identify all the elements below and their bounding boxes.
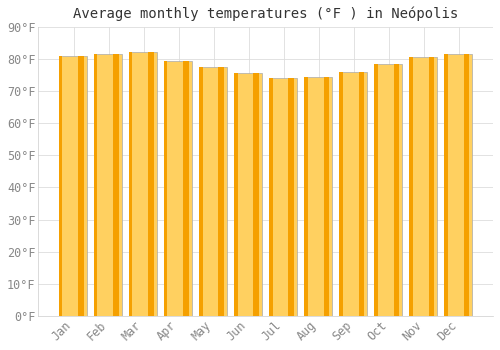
Bar: [148, 52, 154, 316]
Bar: [184, 61, 189, 316]
Bar: [306, 77, 332, 316]
Bar: [304, 77, 308, 316]
Bar: [358, 72, 364, 316]
Bar: [96, 54, 122, 316]
Bar: [374, 64, 378, 316]
Bar: [288, 78, 294, 316]
Bar: [464, 54, 469, 316]
Bar: [411, 57, 438, 316]
Bar: [394, 64, 400, 316]
Bar: [60, 56, 87, 316]
Title: Average monthly temperatures (°F ) in Neópolis: Average monthly temperatures (°F ) in Ne…: [73, 7, 458, 21]
Bar: [201, 67, 227, 316]
Bar: [218, 67, 224, 316]
Bar: [444, 54, 448, 316]
Bar: [59, 56, 62, 316]
Bar: [254, 74, 259, 316]
Bar: [78, 56, 84, 316]
Bar: [428, 57, 434, 316]
Bar: [94, 54, 98, 316]
Bar: [446, 54, 472, 316]
Bar: [236, 74, 262, 316]
Bar: [164, 61, 168, 316]
Bar: [130, 52, 157, 316]
Bar: [114, 54, 119, 316]
Bar: [324, 77, 330, 316]
Bar: [341, 72, 367, 316]
Bar: [410, 57, 413, 316]
Bar: [339, 72, 342, 316]
Bar: [234, 74, 237, 316]
Bar: [166, 61, 192, 316]
Bar: [271, 78, 297, 316]
Bar: [269, 78, 272, 316]
Bar: [376, 64, 402, 316]
Bar: [199, 67, 202, 316]
Bar: [129, 52, 132, 316]
